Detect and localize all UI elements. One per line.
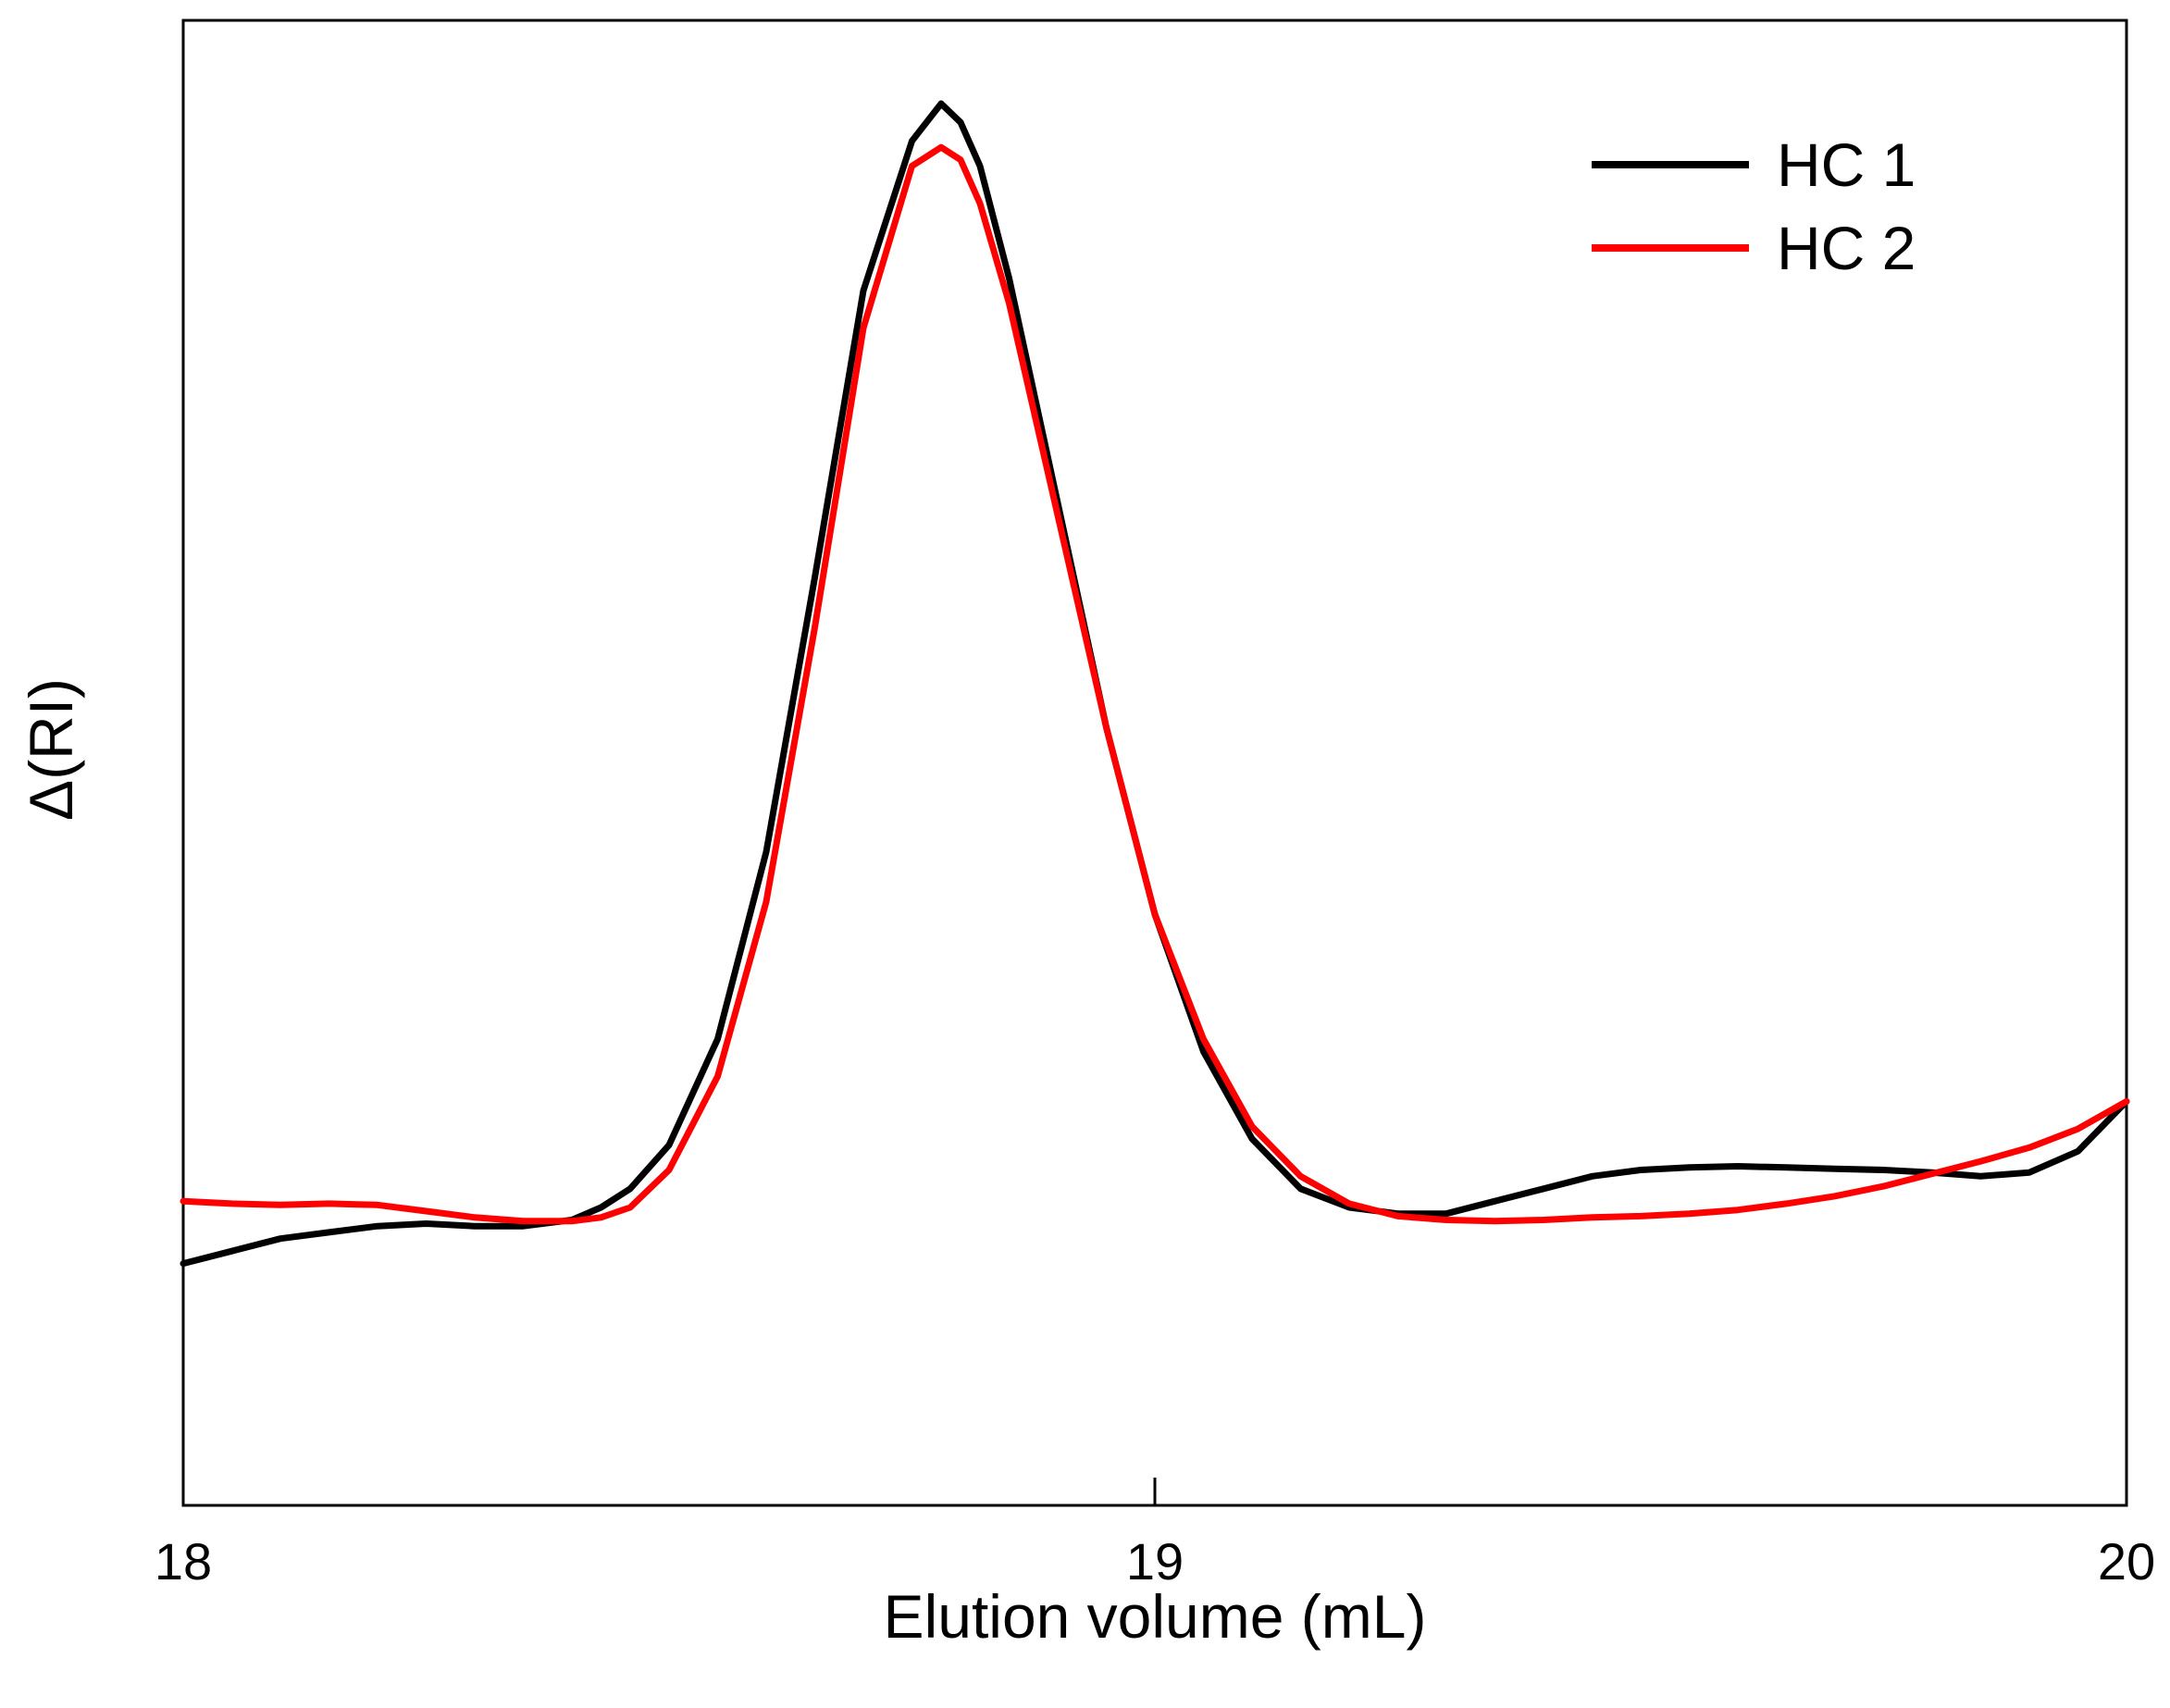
series-layer (180, 100, 2130, 1268)
legend-label-hc1: HC 1 (1777, 130, 1916, 199)
x-axis-label: Elution volume (mL) (884, 1582, 1427, 1651)
x-axis-ticks: 18 19 20 (155, 1478, 2155, 1590)
legend-label-hc2: HC 2 (1777, 214, 1916, 282)
y-axis-label: Δ(RI) (17, 678, 85, 821)
x-tick-label: 19 (1126, 1532, 1184, 1590)
x-tick-label: 18 (155, 1532, 212, 1590)
series-line-hc2 (180, 143, 2130, 1225)
x-tick-label: 20 (2098, 1532, 2155, 1590)
legend: HC 1 HC 2 (1592, 130, 1916, 282)
